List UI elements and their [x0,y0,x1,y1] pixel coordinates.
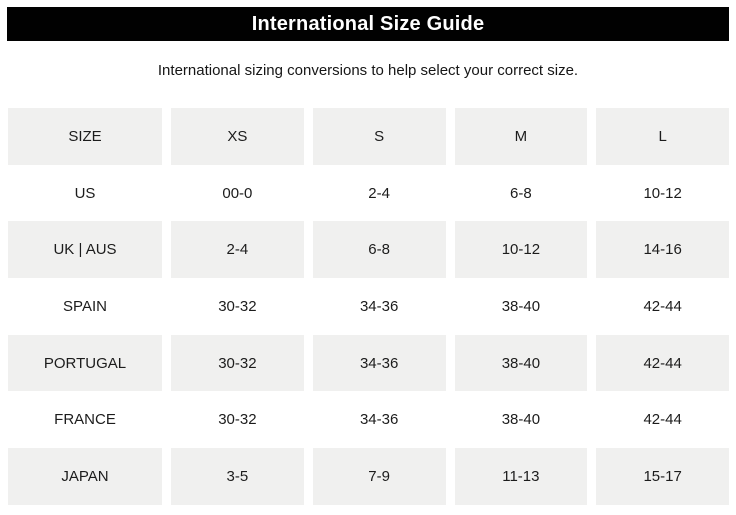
size-cell-france-s: 34-36 [312,391,446,449]
row-label-us: US [8,164,162,222]
size-cell-uk-aus-s: 6-8 [312,221,446,279]
column-header-size: SIZE [8,108,162,165]
size-cell-uk-aus-m: 10-12 [454,221,588,279]
size-cell-portugal-m: 38-40 [454,334,588,392]
size-cell-us-m: 6-8 [454,164,588,222]
row-label-spain: SPAIN [8,278,162,335]
size-cell-spain-l: 42-44 [596,278,729,335]
size-cell-portugal-l: 42-44 [596,334,729,392]
size-cell-france-m: 38-40 [454,391,588,449]
size-cell-japan-l: 15-17 [596,448,729,505]
size-guide-banner: International Size Guide [7,7,729,41]
size-cell-japan-m: 11-13 [454,448,588,505]
page-title: International Size Guide [251,12,485,35]
size-cell-us-s: 2-4 [312,164,446,222]
row-label-japan: JAPAN [8,448,162,505]
column-header-l: L [596,108,729,165]
size-cell-japan-s: 7-9 [312,448,446,505]
row-label-uk-aus: UK | AUS [8,221,162,279]
size-cell-spain-s: 34-36 [312,278,446,335]
size-cell-us-xs: 00-0 [171,164,304,222]
size-cell-us-l: 10-12 [596,164,729,222]
row-label-france: FRANCE [8,391,162,449]
column-header-s: S [312,108,446,165]
size-cell-spain-m: 38-40 [454,278,588,335]
size-guide-subtitle: International sizing conversions to help… [157,62,579,79]
column-header-m: M [454,108,588,165]
size-cell-portugal-s: 34-36 [312,334,446,392]
row-label-portugal: PORTUGAL [8,334,162,392]
size-cell-uk-aus-xs: 2-4 [171,221,304,279]
column-header-xs: XS [171,108,304,165]
size-cell-portugal-xs: 30-32 [171,334,304,392]
size-cell-france-l: 42-44 [596,391,729,449]
size-conversion-table: SIZE XS S M L US 00-0 2-4 6-8 10-12 UK |… [8,108,729,505]
size-cell-france-xs: 30-32 [171,391,304,449]
size-cell-uk-aus-l: 14-16 [596,221,729,279]
size-cell-japan-xs: 3-5 [171,448,304,505]
size-cell-spain-xs: 30-32 [171,278,304,335]
